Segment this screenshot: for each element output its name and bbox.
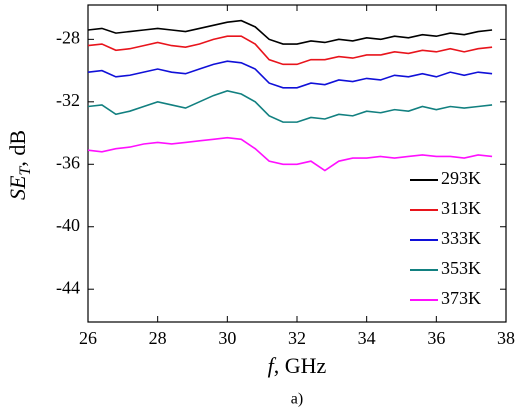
x-tick-label: 38	[497, 328, 515, 348]
x-label-var: f	[268, 353, 277, 378]
y-label-sub: T	[17, 166, 34, 176]
legend-label: 353K	[441, 258, 481, 278]
series-line	[87, 19, 493, 45]
x-tick-label: 34	[358, 328, 376, 348]
legend-label: 293K	[441, 168, 481, 188]
series-line	[87, 60, 493, 89]
y-tick-label: -40	[56, 215, 80, 235]
caption: a)	[291, 391, 303, 408]
legend-label: 373K	[441, 288, 481, 308]
series-line	[87, 35, 493, 66]
y-tick-label: -36	[56, 152, 80, 172]
x-label-unit: , GHz	[274, 353, 327, 378]
x-tick-label: 36	[427, 328, 445, 348]
series-line	[87, 136, 493, 172]
legend-label: 333K	[441, 228, 481, 248]
x-tick-label: 30	[218, 328, 236, 348]
x-axis-label: f, GHz	[268, 353, 327, 378]
y-axis-label: SET, dB	[5, 130, 34, 200]
y-label-unit: , dB	[5, 130, 30, 167]
y-label-main: SE	[5, 175, 30, 200]
x-tick-label: 26	[79, 328, 97, 348]
x-tick-label: 28	[149, 328, 167, 348]
y-tick-label: -44	[56, 277, 80, 297]
x-tick-label: 32	[288, 328, 306, 348]
y-tick-label: -32	[56, 90, 80, 110]
series-line	[87, 90, 493, 123]
y-tick-label: -28	[56, 27, 80, 47]
legend-label: 313K	[441, 198, 481, 218]
